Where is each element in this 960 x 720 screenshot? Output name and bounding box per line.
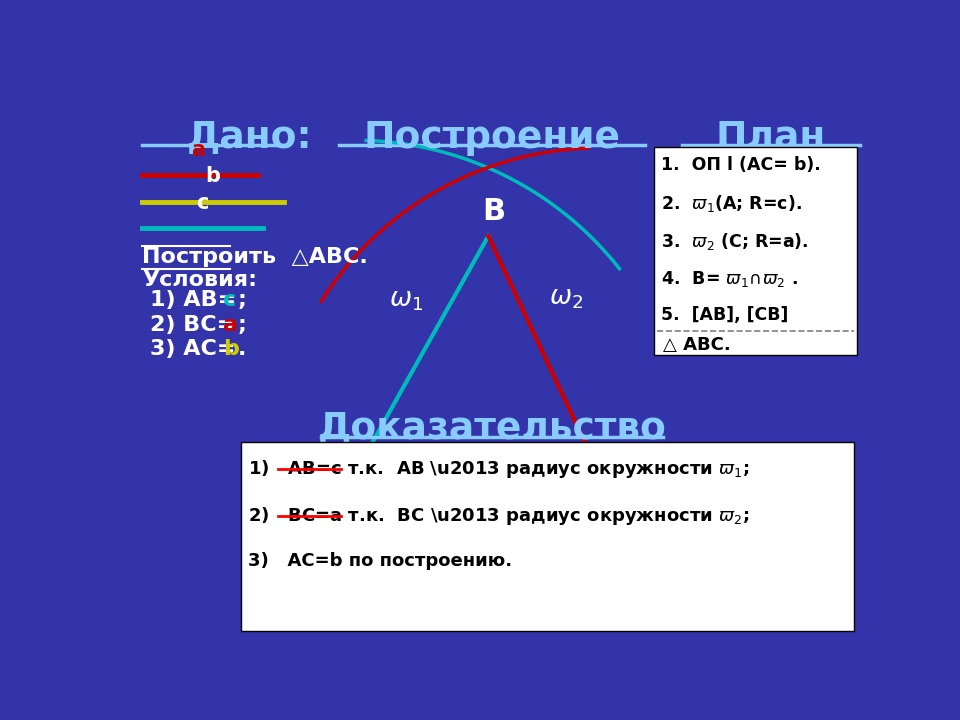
Text: ;: ;	[237, 315, 247, 335]
Text: A: A	[326, 488, 349, 518]
Text: Дано:: Дано:	[187, 120, 313, 156]
Text: 3.  $\varpi_2$ (C; R=a).: 3. $\varpi_2$ (C; R=a).	[660, 231, 808, 252]
Text: 3) AC=: 3) AC=	[150, 339, 235, 359]
Text: 2.  $\varpi_1$(A; R=c).: 2. $\varpi_1$(A; R=c).	[660, 194, 802, 215]
Text: Условия:: Условия:	[142, 271, 257, 290]
Text: △ ABC.: △ ABC.	[663, 336, 731, 354]
Text: $\omega_1$: $\omega_1$	[390, 287, 423, 313]
Text: $\omega_2$: $\omega_2$	[549, 285, 584, 311]
Text: 1) AB=: 1) AB=	[150, 290, 236, 310]
Text: Доказательство: Доказательство	[318, 410, 666, 446]
Text: C: C	[608, 488, 630, 518]
Text: 1.  ОП l (AC= b).: 1. ОП l (AC= b).	[660, 156, 821, 174]
Text: .: .	[237, 339, 246, 359]
Text: a: a	[191, 140, 205, 160]
Bar	[241, 442, 854, 631]
Text: 1)   AB=c т.к.  AB \u2013 радиус окружности $\varpi_1$;: 1) AB=c т.к. AB \u2013 радиус окружности…	[248, 458, 749, 480]
Text: 5.  [AB], [CB]: 5. [AB], [CB]	[660, 307, 788, 325]
Text: ;: ;	[237, 290, 247, 310]
Text: b: b	[223, 339, 238, 359]
Text: 4.  B= $\varpi_1\!\cap\!\varpi_2$ .: 4. B= $\varpi_1\!\cap\!\varpi_2$ .	[660, 269, 798, 289]
Text: 3)   AC=b по построению.: 3) AC=b по построению.	[248, 552, 512, 570]
Text: 2)   BC=a т.к.  BC \u2013 радиус окружности $\varpi_2$;: 2) BC=a т.к. BC \u2013 радиус окружности…	[248, 505, 749, 527]
Text: Построение: Построение	[364, 120, 620, 156]
Text: a: a	[223, 315, 238, 335]
Text: План: План	[716, 120, 827, 156]
Text: b: b	[205, 166, 221, 186]
Text: B: B	[483, 197, 506, 226]
Text: c: c	[196, 193, 208, 213]
Text: Построить  △ABC.: Построить △ABC.	[142, 247, 368, 267]
Text: 2) BC=: 2) BC=	[150, 315, 235, 335]
Text: c: c	[223, 290, 236, 310]
Bar	[654, 148, 856, 355]
